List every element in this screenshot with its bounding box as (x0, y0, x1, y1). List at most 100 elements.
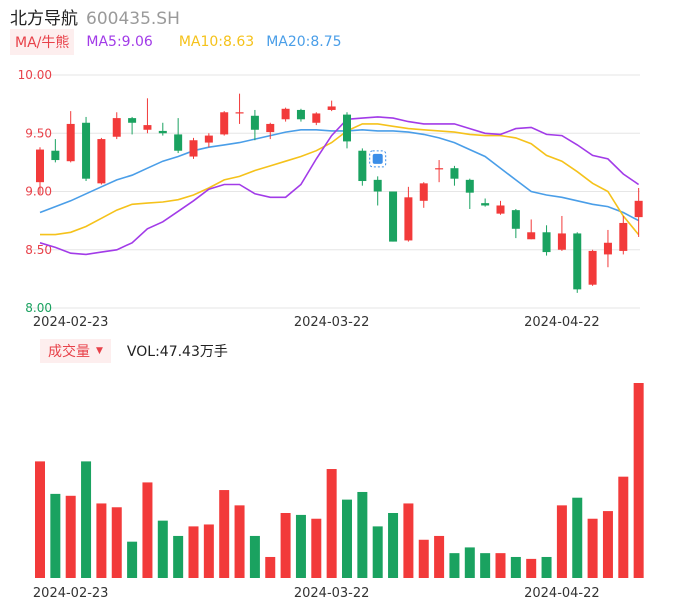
candle-body (220, 112, 229, 135)
volume-indicator-selector[interactable]: 成交量 ▼ (40, 339, 111, 363)
candle (250, 109, 259, 141)
candle (143, 98, 152, 134)
candle (373, 176, 382, 206)
volume-bar (265, 556, 276, 578)
candle-body (143, 125, 152, 130)
candle-body (204, 135, 213, 143)
volume-bar (326, 469, 337, 578)
volume-bar (280, 513, 291, 578)
volume-bar (556, 505, 567, 578)
candle (619, 215, 628, 255)
candle (343, 112, 351, 149)
candle-body (419, 183, 428, 201)
volume-bar (173, 535, 184, 578)
ma-legend: MA/牛熊 MA5:9.06 MA10:8.63 MA20:8.75 (10, 29, 342, 55)
candle (496, 200, 505, 215)
candle (435, 160, 444, 183)
candle (174, 118, 183, 154)
candle-body (312, 113, 321, 123)
date-tick-label: 2024-02-23 (33, 315, 109, 330)
volume-bar (65, 495, 76, 578)
volume-bar (50, 493, 61, 578)
candle-body (128, 118, 137, 123)
volume-bar (418, 539, 429, 578)
candle (66, 111, 75, 163)
volume-bar (234, 505, 245, 578)
candle-body (82, 122, 91, 179)
candle-body (404, 197, 413, 241)
candle-body (174, 134, 183, 151)
date-tick-label: 2024-04-22 (524, 586, 600, 601)
candle-body (511, 210, 520, 229)
volume-bar (449, 553, 460, 578)
candle-body (327, 106, 336, 110)
candle (481, 198, 490, 207)
candle (128, 116, 137, 135)
volume-bar (495, 553, 506, 578)
candle (588, 249, 597, 286)
candle-body (634, 200, 643, 218)
candle-body (266, 123, 275, 133)
candle (235, 93, 244, 124)
candle (266, 122, 275, 140)
volume-bar (203, 524, 214, 578)
candle-body (358, 150, 367, 182)
candle (158, 122, 167, 136)
candle-body (373, 179, 382, 192)
candle-body (465, 179, 474, 193)
candle (450, 165, 459, 186)
candle-body (158, 130, 167, 134)
candle-body (235, 112, 244, 114)
volume-bar (541, 556, 552, 578)
candle-body (112, 118, 121, 137)
date-tick-label: 2024-03-22 (294, 315, 370, 330)
candle (573, 232, 582, 293)
volume-tag-label: 成交量 (48, 344, 90, 360)
ma10-legend: MA10:8.63 (178, 34, 255, 50)
volume-bar (35, 461, 45, 578)
volume-bar (111, 507, 122, 578)
caret-down-icon: ▼ (96, 346, 103, 356)
volume-bar (464, 547, 475, 578)
ma20-line (39, 128, 639, 222)
candle (527, 219, 536, 240)
candle (603, 229, 612, 268)
volume-bar (311, 518, 322, 578)
candle-body (527, 232, 536, 240)
stock-header: 北方导航 600435.SH (10, 4, 180, 29)
candle (220, 111, 229, 136)
candle (296, 108, 305, 122)
ma-indicator-selector[interactable]: MA/牛熊 (10, 29, 75, 55)
candle-body (588, 250, 597, 285)
volume-bar (587, 518, 598, 578)
ma10-line (40, 123, 640, 236)
volume-bar (602, 511, 613, 578)
candle (358, 148, 367, 186)
candle-body (51, 150, 60, 161)
date-tick-label: 2024-04-22 (524, 315, 600, 330)
candle-body (496, 205, 505, 214)
candle-body (66, 123, 75, 162)
price-tick-label: 10.00 (18, 68, 52, 82)
candle-body (542, 232, 551, 253)
volume-bar (219, 490, 230, 578)
volume-bar (572, 497, 583, 578)
marker-fill (372, 153, 383, 164)
volume-bar (434, 535, 445, 578)
candle (511, 208, 520, 239)
price-tick-label: 8.00 (25, 301, 52, 315)
candle (82, 116, 91, 182)
candle-body (557, 233, 566, 250)
volume-bar (295, 514, 306, 578)
candle (51, 139, 60, 163)
candle (36, 147, 44, 194)
volume-bar (633, 383, 644, 578)
ma5-legend: MA5:9.06 (86, 34, 153, 50)
volume-bar (357, 491, 368, 578)
candle (419, 182, 428, 208)
candle-body (250, 115, 259, 130)
volume-bar (618, 476, 629, 578)
candle-body (603, 242, 612, 255)
candle (97, 137, 106, 185)
